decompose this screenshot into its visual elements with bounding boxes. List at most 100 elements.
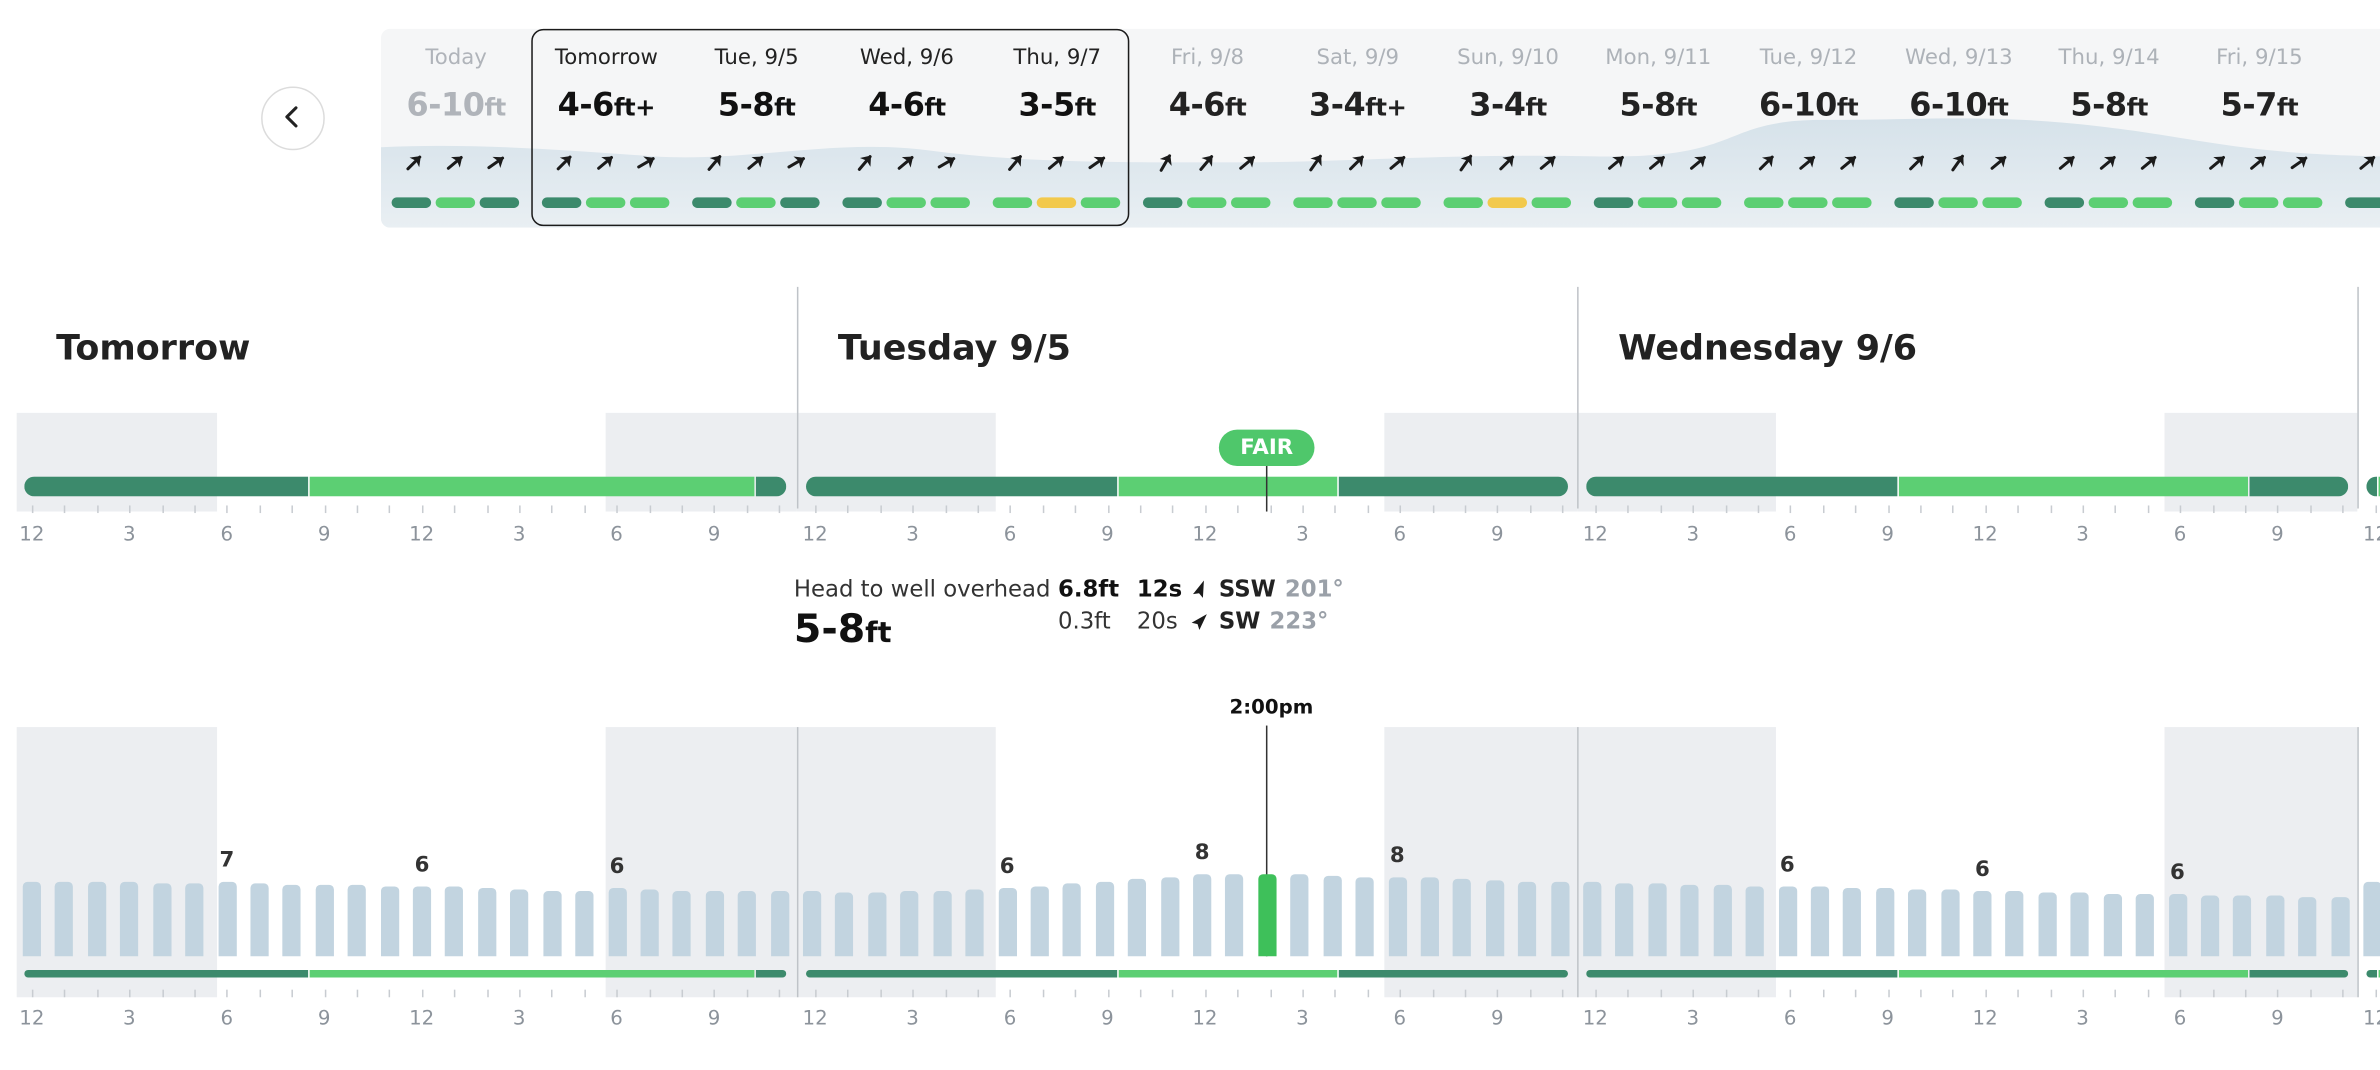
surf-height-bar[interactable] — [705, 890, 724, 957]
surf-height-bar[interactable] — [347, 884, 367, 957]
surf-height-bar[interactable] — [217, 882, 237, 957]
hour-tick — [421, 505, 424, 514]
forecast-day-4[interactable]: Thu, 9/7 3-5ft — [982, 29, 1132, 228]
surf-height-bar[interactable] — [640, 889, 659, 957]
surf-height-bar[interactable] — [2233, 895, 2252, 957]
forecast-day-2[interactable]: Tue, 9/5 5-8ft — [682, 29, 832, 228]
surf-height-bar[interactable] — [965, 889, 984, 957]
surf-height-bar[interactable] — [1485, 880, 1504, 957]
hour-tick — [2309, 989, 2312, 998]
surf-height-bar[interactable] — [152, 883, 172, 957]
surf-height-bar[interactable] — [998, 887, 1017, 957]
surf-height-bar[interactable] — [1908, 889, 1927, 957]
surf-height-bar[interactable] — [22, 881, 41, 957]
surf-height-bar[interactable] — [1193, 874, 1212, 957]
surf-height-bar[interactable] — [1095, 881, 1114, 957]
surf-height-bar[interactable] — [802, 891, 822, 957]
surf-height-bar[interactable] — [1583, 882, 1602, 957]
surf-height-bar[interactable] — [2135, 893, 2155, 957]
surf-height-bar[interactable] — [607, 887, 627, 957]
surf-height-bar[interactable] — [1745, 885, 1764, 957]
surf-height-bar[interactable] — [770, 891, 789, 957]
surf-height-bar[interactable] — [900, 891, 919, 957]
surf-height-bar[interactable] — [510, 889, 529, 957]
surf-height-bar[interactable] — [1225, 874, 1244, 957]
surf-height-bar[interactable] — [542, 890, 562, 957]
surf-height-bar[interactable] — [1453, 878, 1472, 957]
forecast-day-6[interactable]: Sat, 9/9 3-4ft+ — [1283, 29, 1433, 228]
surf-height-bar[interactable] — [1160, 876, 1179, 957]
surf-height-bar[interactable] — [282, 884, 302, 957]
surf-height-bar[interactable] — [1940, 889, 1959, 957]
surf-height-bar[interactable] — [2103, 893, 2122, 957]
surf-height-bar[interactable] — [2363, 882, 2380, 957]
forecast-day-12[interactable]: Fri, 9/15 5-7ft — [2184, 29, 2334, 228]
surf-height-bar[interactable] — [672, 890, 692, 957]
forecast-day-5[interactable]: Fri, 9/8 4-6ft — [1132, 29, 1282, 228]
time-cursor-bottom[interactable] — [1265, 725, 1268, 957]
surf-height-bar[interactable] — [1063, 883, 1082, 957]
forecast-day-11[interactable]: Thu, 9/14 5-8ft — [2034, 29, 2184, 228]
day-height-unit: ft — [1836, 92, 1859, 122]
surf-height-bar[interactable] — [55, 881, 74, 957]
time-cursor-top[interactable] — [1265, 465, 1268, 512]
surf-height-bar[interactable] — [2298, 897, 2317, 957]
hour-tick-label: 3 — [512, 523, 526, 547]
forecast-day-8[interactable]: Mon, 9/11 5-8ft — [1583, 29, 1733, 228]
surf-height-bar[interactable] — [380, 885, 399, 957]
surf-height-bar[interactable] — [477, 887, 497, 957]
surf-height-bar[interactable] — [412, 885, 432, 957]
surf-height-bar[interactable] — [1843, 887, 1862, 957]
surf-height-bar[interactable] — [2200, 894, 2220, 957]
rating-segment — [1186, 197, 1227, 208]
forecast-day-0[interactable]: Today 6-10ft — [381, 29, 531, 228]
surf-height-bar[interactable] — [185, 883, 204, 957]
surf-height-bar[interactable] — [445, 886, 464, 957]
surf-height-bar[interactable] — [1875, 887, 1894, 957]
surf-height-bar[interactable] — [315, 884, 334, 957]
swell-degrees: 223° — [1269, 607, 1329, 635]
forecast-day-3[interactable]: Wed, 9/6 4-6ft — [832, 29, 982, 228]
surf-height-bar[interactable] — [1680, 884, 1699, 957]
surf-height-bar[interactable] — [1258, 874, 1277, 957]
surf-height-bar[interactable] — [932, 890, 952, 957]
surf-height-bar[interactable] — [1388, 876, 1407, 957]
surf-height-bar[interactable] — [835, 892, 854, 957]
previous-days-button[interactable] — [261, 86, 325, 151]
surf-height-bar[interactable] — [1355, 876, 1374, 957]
surf-height-bar[interactable] — [737, 891, 757, 957]
surf-height-bar[interactable] — [1290, 874, 1309, 957]
hour-tick — [1139, 989, 1142, 998]
forecast-day-9[interactable]: Tue, 9/12 6-10ft — [1733, 29, 1883, 228]
surf-height-bar[interactable] — [1550, 882, 1569, 957]
forecast-day-13[interactable]: Sa 5 — [2335, 29, 2380, 228]
surf-height-bar[interactable] — [87, 882, 106, 957]
surf-height-bar[interactable] — [2168, 893, 2187, 957]
surf-height-bar[interactable] — [1810, 886, 1829, 957]
surf-height-bar[interactable] — [2330, 897, 2350, 957]
surf-height-bar[interactable] — [1713, 884, 1732, 957]
surf-height-bar[interactable] — [1128, 878, 1147, 957]
surf-height-bar[interactable] — [2038, 892, 2057, 957]
forecast-day-10[interactable]: Wed, 9/13 6-10ft — [1884, 29, 2034, 228]
forecast-day-7[interactable]: Sun, 9/10 3-4ft — [1433, 29, 1583, 228]
surf-height-bar[interactable] — [120, 882, 139, 957]
surf-height-bar[interactable] — [250, 883, 269, 957]
surf-height-bar[interactable] — [2070, 892, 2090, 957]
surf-height-bar[interactable] — [867, 892, 887, 957]
surf-height-bar[interactable] — [1030, 885, 1049, 957]
surf-height-bar[interactable] — [575, 890, 594, 957]
surf-height-bar[interactable] — [1615, 883, 1634, 957]
surf-height-bar[interactable] — [2265, 895, 2285, 957]
surf-height-bar[interactable] — [1518, 881, 1537, 957]
hour-tick — [2309, 505, 2312, 514]
surf-height-bar[interactable] — [2005, 891, 2024, 957]
night-shade-top — [1384, 412, 1578, 512]
surf-height-bar[interactable] — [1973, 890, 1992, 957]
day-divider — [2357, 727, 2359, 998]
forecast-day-1[interactable]: Tomorrow 4-6ft+ — [531, 29, 681, 228]
surf-height-bar[interactable] — [1648, 883, 1667, 957]
surf-height-bar[interactable] — [1323, 875, 1342, 957]
surf-height-bar[interactable] — [1420, 877, 1439, 957]
surf-height-bar[interactable] — [1778, 885, 1797, 957]
